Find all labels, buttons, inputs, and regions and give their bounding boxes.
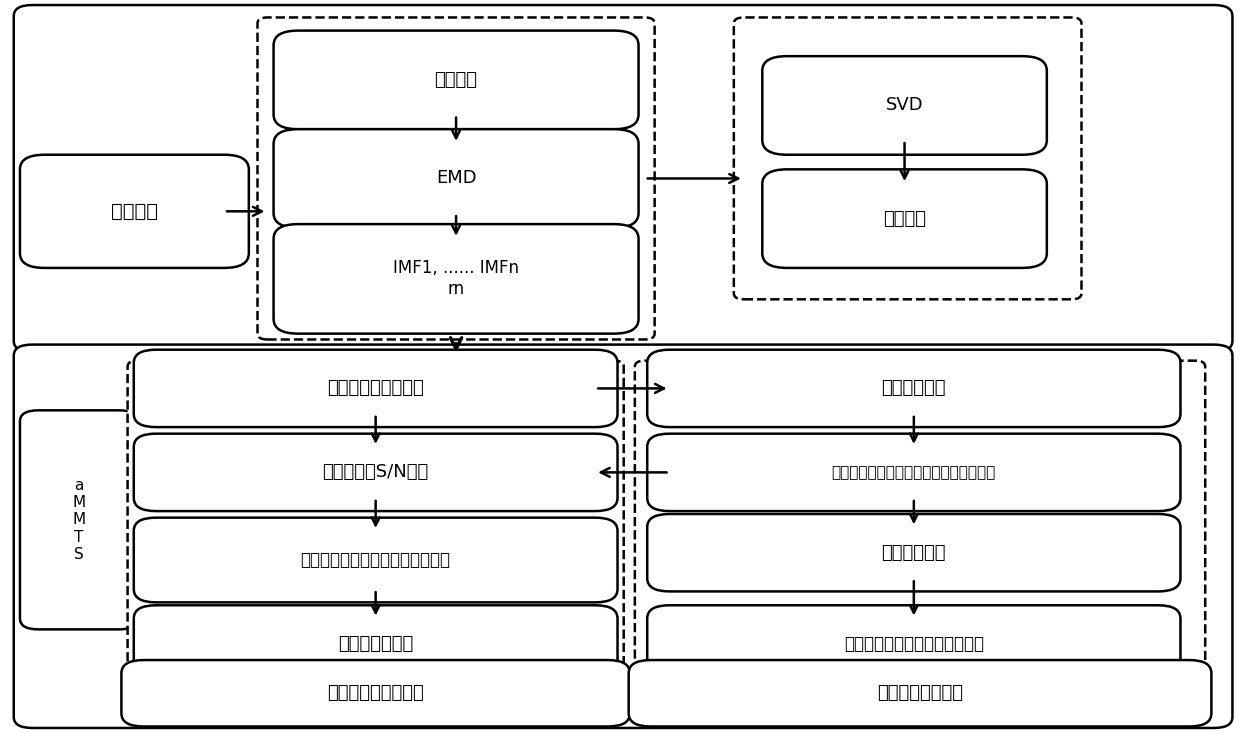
Text: 再次计算马氏距离，选取最小值: 再次计算马氏距离，选取最小值 — [844, 635, 983, 653]
Text: 小波去噪: 小波去噪 — [434, 71, 477, 89]
Text: 特征选择改进算法: 特征选择改进算法 — [877, 685, 963, 702]
FancyBboxPatch shape — [134, 605, 618, 682]
FancyBboxPatch shape — [134, 517, 618, 603]
FancyBboxPatch shape — [734, 18, 1081, 299]
Text: 特征矩阵: 特征矩阵 — [883, 210, 926, 228]
FancyBboxPatch shape — [763, 169, 1047, 268]
Text: 多分类马氏田口方法: 多分类马氏田口方法 — [327, 685, 424, 702]
Text: a
M
M
T
S: a M M T S — [72, 477, 86, 562]
Text: IMF1, ...... IMFn
rn: IMF1, ...... IMFn rn — [393, 259, 520, 298]
FancyBboxPatch shape — [134, 434, 618, 511]
FancyBboxPatch shape — [647, 605, 1180, 682]
FancyBboxPatch shape — [14, 345, 1233, 728]
Text: 判断识别效果: 判断识别效果 — [882, 544, 946, 561]
FancyBboxPatch shape — [20, 410, 138, 630]
Text: EMD: EMD — [435, 169, 476, 188]
FancyBboxPatch shape — [20, 155, 249, 268]
Text: 生成马氏空间: 生成马氏空间 — [882, 380, 946, 397]
Text: 对故障进行分类: 对故障进行分类 — [339, 635, 413, 653]
Text: 决定各基准数据最有效的特征序列: 决定各基准数据最有效的特征序列 — [300, 551, 450, 569]
Text: 原始信号: 原始信号 — [110, 202, 157, 221]
Text: 选择合适的S/N序列: 选择合适的S/N序列 — [322, 463, 429, 482]
FancyBboxPatch shape — [635, 361, 1205, 712]
FancyBboxPatch shape — [274, 224, 639, 334]
FancyBboxPatch shape — [629, 660, 1211, 726]
FancyBboxPatch shape — [258, 18, 655, 339]
FancyBboxPatch shape — [274, 129, 639, 228]
FancyBboxPatch shape — [763, 56, 1047, 155]
FancyBboxPatch shape — [647, 350, 1180, 427]
FancyBboxPatch shape — [647, 434, 1180, 511]
FancyBboxPatch shape — [14, 5, 1233, 352]
FancyBboxPatch shape — [274, 31, 639, 129]
Text: 计算到基准数据的马氏距离，选取最小值: 计算到基准数据的马氏距离，选取最小值 — [832, 465, 996, 480]
Text: 建立多分类基准数据: 建立多分类基准数据 — [327, 380, 424, 397]
FancyBboxPatch shape — [647, 514, 1180, 592]
FancyBboxPatch shape — [122, 660, 630, 726]
FancyBboxPatch shape — [134, 350, 618, 427]
Text: SVD: SVD — [885, 97, 924, 114]
FancyBboxPatch shape — [128, 361, 624, 712]
